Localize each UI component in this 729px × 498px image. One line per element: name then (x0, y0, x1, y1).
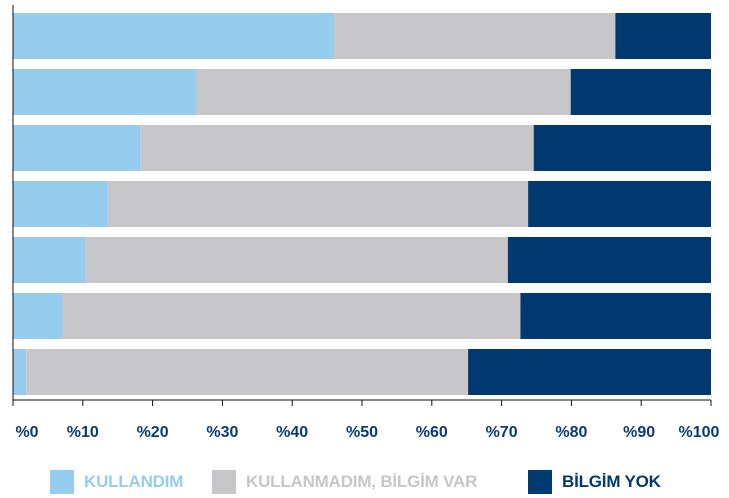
bar-segment-bilgim-yok-row-7 (468, 349, 711, 395)
bar-segment-bilgim-yok-row-2 (570, 69, 711, 115)
legend-swatch-kullandim (50, 470, 74, 494)
bar-segment-bilgim-yok-row-5 (507, 237, 711, 283)
legend-swatch-bilgim-yok (528, 470, 552, 494)
legend-label-kullanmadim: KULLANMADIM, BİLGİM VAR (246, 472, 478, 491)
bar-segment-kullandim-row-3 (13, 125, 141, 171)
legend-item-kullandim: KULLANDIM (50, 470, 183, 494)
x-tick-label-30: %30 (206, 424, 238, 441)
legend-item-bilgim-yok: BİLGİM YOK (528, 470, 661, 494)
bar-segment-kullandim-row-2 (13, 69, 197, 115)
bar-segment-bilgim-yok-row-1 (615, 13, 711, 59)
legend-swatch-kullanmadim (212, 470, 236, 494)
bar-segment-kullandim-row-5 (13, 237, 86, 283)
bar-segment-kullanmadim-row-3 (140, 125, 534, 171)
stacked-bar-chart: %0 %10 %20 %30 %40 %50 %60 %70 %80 %90 %100 (12, 5, 720, 441)
bar-segment-kullanmadim-row-7 (26, 349, 469, 395)
bars-group (13, 13, 711, 395)
bar-segment-kullandim-row-7 (13, 349, 27, 395)
x-tick-label-90: %90 (623, 424, 655, 441)
bar-segment-kullandim-row-1 (13, 13, 335, 59)
bar-segment-kullanmadim-row-1 (334, 13, 616, 59)
bar-segment-kullanmadim-row-5 (85, 237, 508, 283)
x-tick-label-100: %100 (679, 424, 720, 441)
legend-item-kullanmadim: KULLANMADIM, BİLGİM VAR (212, 470, 477, 494)
legend-label-kullandim: KULLANDIM (84, 472, 184, 491)
x-tick-label-60: %60 (416, 424, 448, 441)
x-tick-label-40: %40 (276, 424, 308, 441)
bar-segment-bilgim-yok-row-3 (533, 125, 711, 171)
bar-segment-kullandim-row-6 (13, 293, 63, 339)
x-tick-label-50: %50 (346, 424, 378, 441)
x-tick-label-0: %0 (15, 424, 38, 441)
legend: KULLANDIM KULLANMADIM, BİLGİM VAR BİLGİM… (0, 470, 729, 498)
bar-segment-bilgim-yok-row-4 (528, 181, 711, 227)
x-tick-label-20: %20 (137, 424, 169, 441)
x-axis (12, 5, 712, 406)
bar-segment-bilgim-yok-row-6 (520, 293, 711, 339)
x-tick-labels: %0 %10 %20 %30 %40 %50 %60 %70 %80 %90 %100 (15, 424, 719, 441)
legend-label-bilgim-yok: BİLGİM YOK (562, 472, 661, 491)
bar-segment-kullandim-row-4 (13, 181, 108, 227)
x-tick-label-70: %70 (486, 424, 518, 441)
x-tick-label-80: %80 (555, 424, 587, 441)
x-tick-label-10: %10 (67, 424, 99, 441)
bar-segment-kullanmadim-row-4 (107, 181, 529, 227)
bar-segment-kullanmadim-row-2 (196, 69, 571, 115)
bar-segment-kullanmadim-row-6 (62, 293, 521, 339)
